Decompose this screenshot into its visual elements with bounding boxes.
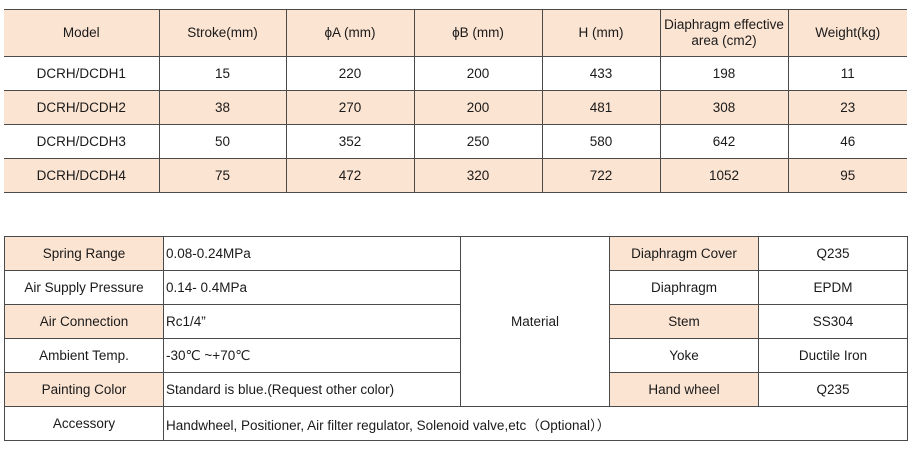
cell-model: DCRH/DCDH3 bbox=[4, 124, 159, 159]
header-weight: Weight(kg) bbox=[787, 9, 907, 57]
cell-weight: 46 bbox=[787, 124, 907, 159]
material-part: Hand wheel bbox=[609, 372, 759, 407]
table-row: Ambient Temp. -30℃ ~+70℃ Yoke Ductile Ir… bbox=[4, 338, 908, 373]
material-part: Stem bbox=[609, 304, 759, 339]
spec-table: Model Stroke(mm) ϕA (mm) ϕB (mm) H (mm) … bbox=[4, 9, 907, 193]
material-part: Yoke bbox=[609, 338, 759, 373]
table-row: Painting Color Standard is blue.(Request… bbox=[4, 372, 908, 407]
cell-phi-b: 200 bbox=[413, 90, 542, 125]
air-supply-value: 0.14- 0.4MPa bbox=[163, 270, 461, 305]
header-h: H (mm) bbox=[541, 9, 660, 57]
header-phi-a: ϕA (mm) bbox=[285, 9, 414, 57]
accessory-value: Handwheel, Positioner, Air filter regula… bbox=[163, 406, 908, 441]
cell-model: DCRH/DCDH4 bbox=[4, 158, 159, 193]
cell-weight: 95 bbox=[787, 158, 907, 193]
cell-h: 433 bbox=[541, 56, 660, 91]
spec-table-header-row: Model Stroke(mm) ϕA (mm) ϕB (mm) H (mm) … bbox=[4, 9, 907, 57]
table-row: DCRH/DCDH3 50 352 250 580 642 46 bbox=[4, 124, 907, 159]
air-supply-label: Air Supply Pressure bbox=[4, 270, 164, 305]
cell-h: 481 bbox=[541, 90, 660, 125]
cell-area: 1052 bbox=[659, 158, 788, 193]
header-model: Model bbox=[4, 9, 159, 57]
cell-stroke: 38 bbox=[158, 90, 286, 125]
cell-area: 642 bbox=[659, 124, 788, 159]
cell-model: DCRH/DCDH1 bbox=[4, 56, 159, 91]
cell-area: 198 bbox=[659, 56, 788, 91]
cell-phi-a: 270 bbox=[285, 90, 414, 125]
header-diaphragm-area: Diaphragm effective area (cm2) bbox=[659, 9, 788, 57]
cell-phi-a: 220 bbox=[285, 56, 414, 91]
material-part: Diaphragm Cover bbox=[609, 236, 759, 271]
spring-range-label: Spring Range bbox=[4, 236, 164, 271]
cell-phi-b: 320 bbox=[413, 158, 542, 193]
header-stroke: Stroke(mm) bbox=[158, 9, 286, 57]
material-value: EPDM bbox=[758, 270, 908, 305]
cell-area: 308 bbox=[659, 90, 788, 125]
ambient-temp-value: -30℃ ~+70℃ bbox=[163, 338, 461, 373]
material-value: Ductile Iron bbox=[758, 338, 908, 373]
accessory-label: Accessory bbox=[4, 406, 164, 441]
table-row: DCRH/DCDH2 38 270 200 481 308 23 bbox=[4, 90, 907, 125]
cell-h: 580 bbox=[541, 124, 660, 159]
material-part: Diaphragm bbox=[609, 270, 759, 305]
header-phi-b: ϕB (mm) bbox=[413, 9, 542, 57]
header-area-line1: Diaphragm effective bbox=[664, 17, 784, 32]
air-connection-value: Rc1/4” bbox=[163, 304, 461, 339]
header-area-line2: area (cm2) bbox=[691, 33, 757, 48]
air-connection-label: Air Connection bbox=[4, 304, 164, 339]
parameter-table: Spring Range 0.08-0.24MPa Material Diaph… bbox=[4, 236, 908, 441]
cell-stroke: 15 bbox=[158, 56, 286, 91]
table-row: Air Connection Rc1/4” Stem SS304 bbox=[4, 304, 908, 339]
table-row: DCRH/DCDH4 75 472 320 722 1052 95 bbox=[4, 158, 907, 193]
painting-color-value: Standard is blue.(Request other color) bbox=[163, 372, 461, 407]
material-value: SS304 bbox=[758, 304, 908, 339]
cell-stroke: 50 bbox=[158, 124, 286, 159]
cell-h: 722 bbox=[541, 158, 660, 193]
cell-weight: 23 bbox=[787, 90, 907, 125]
cell-phi-a: 352 bbox=[285, 124, 414, 159]
table-row: Spring Range 0.08-0.24MPa Material Diaph… bbox=[4, 236, 908, 407]
cell-phi-b: 250 bbox=[413, 124, 542, 159]
cell-phi-a: 472 bbox=[285, 158, 414, 193]
cell-model: DCRH/DCDH2 bbox=[4, 90, 159, 125]
material-label: Material bbox=[460, 236, 610, 407]
ambient-temp-label: Ambient Temp. bbox=[4, 338, 164, 373]
table-row: Air Supply Pressure 0.14- 0.4MPa Diaphra… bbox=[4, 270, 908, 305]
material-value: Q235 bbox=[758, 236, 908, 271]
painting-color-label: Painting Color bbox=[4, 372, 164, 407]
cell-stroke: 75 bbox=[158, 158, 286, 193]
material-value: Q235 bbox=[758, 372, 908, 407]
cell-weight: 11 bbox=[787, 56, 907, 91]
table-row: Accessory Handwheel, Positioner, Air fil… bbox=[4, 406, 908, 441]
spring-range-value: 0.08-0.24MPa bbox=[163, 236, 461, 271]
cell-phi-b: 200 bbox=[413, 56, 542, 91]
table-row: DCRH/DCDH1 15 220 200 433 198 11 bbox=[4, 56, 907, 91]
